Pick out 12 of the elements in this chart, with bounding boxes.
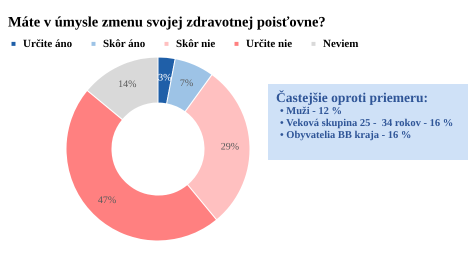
- data-label: 3%: [158, 72, 172, 84]
- legend-label: Určite áno: [23, 38, 73, 50]
- data-label: 29%: [220, 142, 240, 153]
- legend-label: Určite nie: [246, 38, 292, 50]
- legend-label: Skôr nie: [176, 38, 216, 50]
- legend-label: Neviem: [323, 38, 358, 50]
- legend-label: Skôr áno: [103, 38, 146, 50]
- callout-box: Častejšie oproti priemeru: • Muži - 12 % • Veková skupina 25 - 34 rokov - 16 % • Obyvatelia BB kraja - 16 %: [268, 84, 468, 160]
- data-label: 47%: [98, 194, 116, 206]
- data-label: 14%: [118, 78, 137, 90]
- chart-title: Máte v úmysle zmenu svojej zdravotnej poisťovne?: [8, 14, 326, 30]
- data-label: 7%: [180, 78, 194, 89]
